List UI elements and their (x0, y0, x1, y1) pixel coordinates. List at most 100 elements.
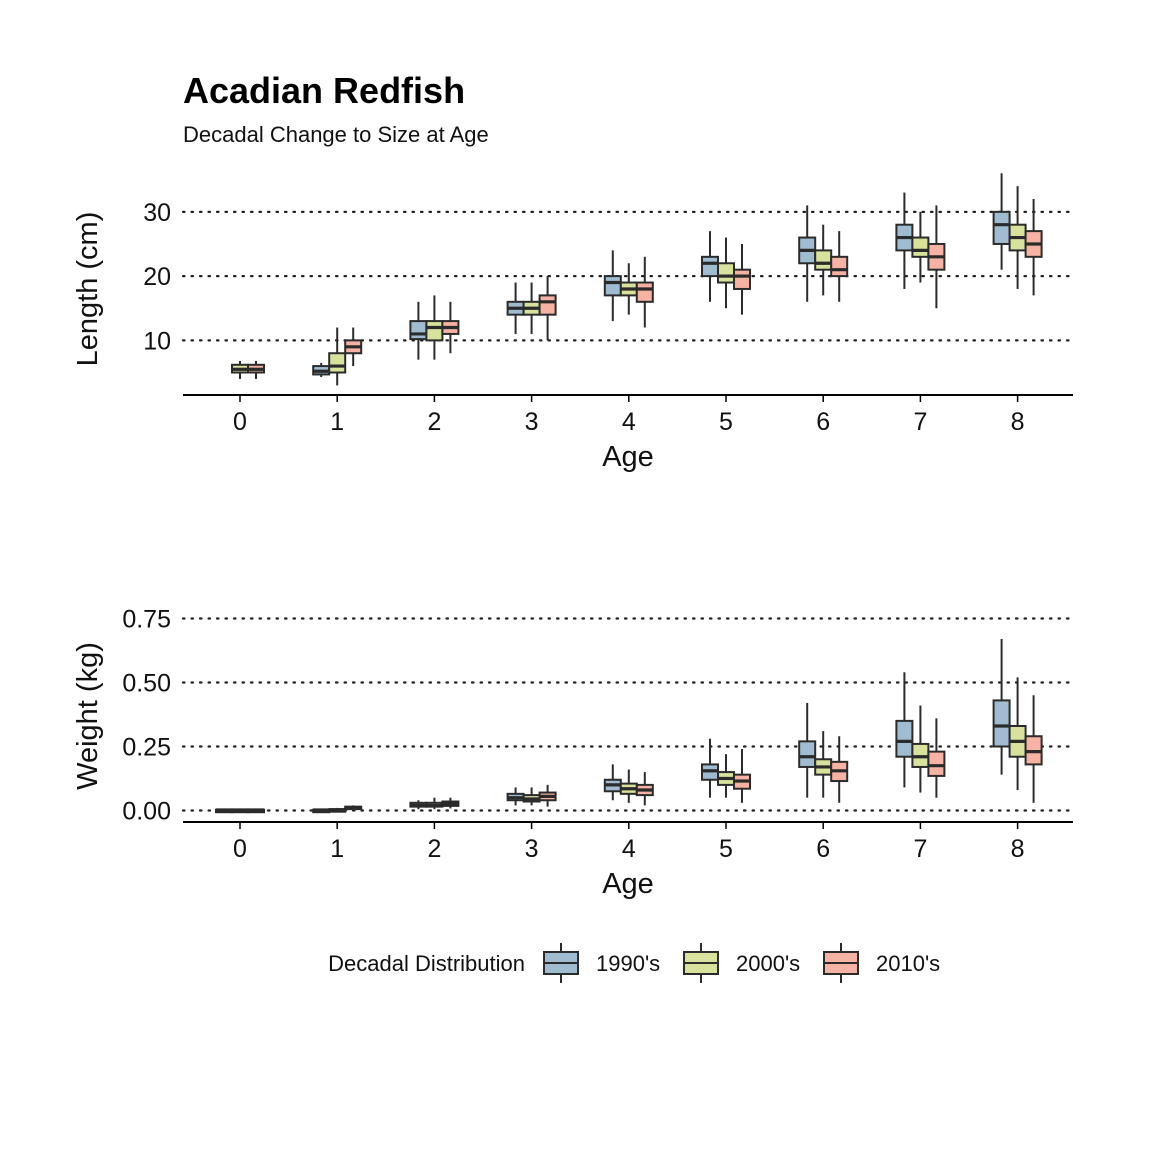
box-1990s-age-8 (992, 638, 1011, 775)
box-2010s-age-7 (927, 718, 946, 798)
legend: Decadal Distribution 1990's 2000's 2010's (328, 943, 940, 983)
legend-item-label: 2010's (876, 951, 940, 976)
x-tick-label: 4 (622, 408, 636, 436)
box-2010s-age-7 (927, 205, 946, 309)
x-tick-label: 8 (1011, 408, 1025, 436)
box-2000s-age-2 (425, 295, 444, 360)
box-2000s-age-6 (814, 224, 833, 296)
x-axis-title: Age (602, 441, 654, 473)
chart-subtitle: Decadal Change to Size at Age (183, 122, 489, 147)
box-2000s-age-3 (522, 282, 541, 334)
box-body (830, 255, 849, 278)
box-2010s-age-4 (635, 772, 654, 806)
x-tick-label: 2 (427, 835, 441, 863)
box-body (538, 294, 557, 316)
box-2000s-age-5 (717, 237, 735, 309)
box-1990s-age-4 (603, 764, 622, 801)
box-1990s-age-6 (798, 702, 817, 798)
y-tick-label: 0.75 (122, 605, 171, 633)
box-body (717, 262, 735, 284)
box-2010s-age-3 (538, 784, 557, 807)
box-2010s-age-8 (1024, 695, 1043, 803)
box-2010s-age-1 (344, 327, 363, 367)
box-1990s-age-5 (701, 738, 719, 798)
x-tick-label: 8 (1011, 835, 1025, 863)
y-axis-title: Weight (kg) (72, 642, 104, 790)
x-tick-label: 3 (525, 835, 539, 863)
chart-title: Acadian Redfish (183, 70, 466, 111)
box-2010s-age-2 (441, 797, 460, 809)
box-2010s-age-4 (635, 256, 654, 328)
box-body (701, 255, 719, 278)
box-2000s-age-5 (717, 754, 735, 798)
y-tick-label: 0.00 (122, 797, 171, 825)
x-tick-label: 7 (913, 408, 927, 436)
box-2000s-age-7 (911, 211, 930, 283)
box-2010s-age-0 (247, 808, 265, 814)
x-tick-label: 6 (816, 408, 830, 436)
box-2000s-age-0 (231, 360, 249, 379)
x-tick-label: 4 (622, 835, 636, 863)
plot-panel-2: 0.00 0.25 0.50 0.75 0 1 2 3 4 5 6 7 8 Age Weight (kg) (72, 605, 1075, 900)
x-tick-label: 5 (719, 408, 733, 436)
legend-item-label: 2000's (736, 951, 800, 976)
legend-item: 1990's (543, 943, 660, 983)
box-body (911, 236, 930, 258)
box-1990s-age-2 (409, 301, 428, 360)
y-tick-label: 0.25 (122, 733, 171, 761)
box-2000s-age-7 (911, 705, 930, 793)
box-1990s-age-4 (603, 250, 622, 322)
box-2010s-age-5 (733, 243, 751, 315)
box-body (814, 249, 833, 271)
y-tick-label: 10 (143, 327, 171, 355)
box-body (992, 699, 1011, 748)
x-tick-label: 0 (233, 835, 247, 863)
box-2010s-age-3 (538, 276, 557, 341)
box-1990s-age-1 (312, 362, 331, 378)
box-body (425, 320, 444, 342)
box-2000s-age-0 (231, 808, 249, 814)
legend-item: 2000's (683, 943, 800, 983)
box-1990s-age-7 (895, 672, 914, 788)
box-body (798, 740, 817, 768)
box-2000s-age-3 (522, 787, 541, 806)
box-body (603, 275, 622, 297)
box-1990s-age-8 (992, 173, 1011, 270)
x-tick-label: 5 (719, 835, 733, 863)
box-2000s-age-2 (425, 797, 444, 810)
box-2010s-age-6 (830, 736, 849, 803)
box-2000s-age-4 (619, 769, 638, 803)
box-body (635, 281, 654, 303)
box-body (992, 210, 1011, 245)
x-tick-label: 6 (816, 835, 830, 863)
box-2000s-age-1 (328, 327, 347, 386)
y-tick-label: 20 (143, 263, 171, 291)
box-body (895, 719, 914, 758)
box-body (733, 268, 751, 290)
x-axis-title: Age (602, 868, 654, 900)
box-2000s-age-8 (1008, 186, 1027, 289)
y-tick-label: 0.50 (122, 669, 171, 697)
box-1990s-age-0 (215, 808, 233, 814)
x-tick-label: 1 (330, 835, 344, 863)
box-1990s-age-3 (506, 787, 525, 806)
box-body (328, 352, 347, 374)
y-axis-title: Length (cm) (72, 212, 104, 367)
box-2010s-age-2 (441, 301, 460, 354)
legend-item: 2010's (823, 943, 940, 983)
box-2000s-age-8 (1008, 677, 1027, 790)
box-2010s-age-5 (733, 749, 751, 803)
box-1990s-age-2 (409, 800, 428, 810)
box-1990s-age-3 (506, 282, 525, 334)
box-1990s-age-1 (312, 808, 331, 814)
box-2010s-age-6 (830, 231, 849, 302)
box-2010s-age-8 (1024, 198, 1043, 296)
box-2010s-age-1 (344, 805, 363, 811)
box-1990s-age-7 (895, 192, 914, 289)
box-2010s-age-0 (247, 360, 265, 379)
x-tick-label: 0 (233, 408, 247, 436)
box-1990s-age-5 (701, 231, 719, 302)
box-body (409, 320, 428, 341)
